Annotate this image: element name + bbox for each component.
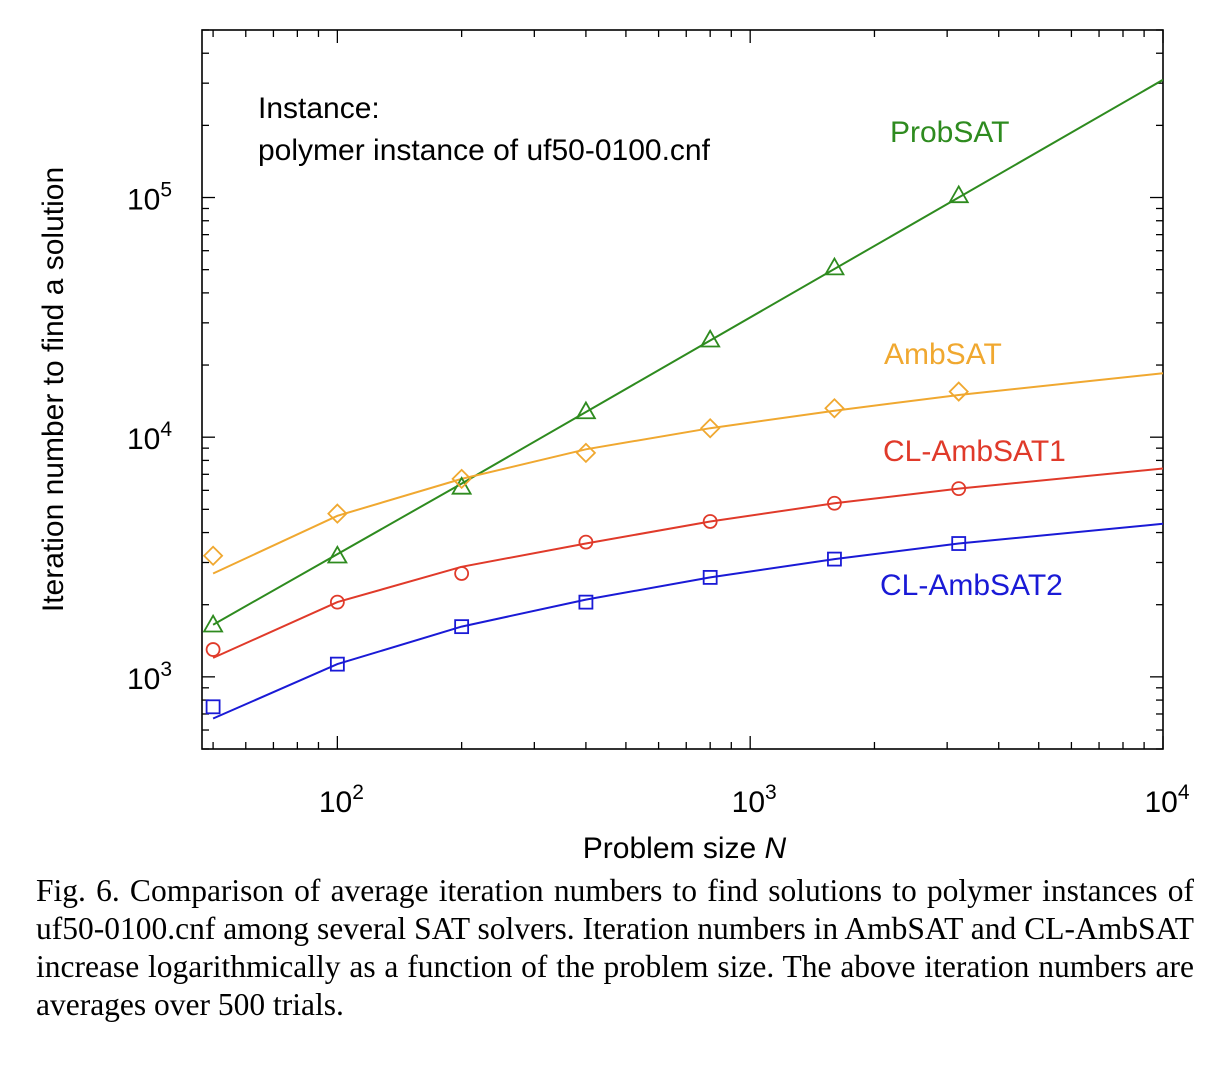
annotation-line1: Instance: xyxy=(258,92,380,125)
annotation-line2: polymer instance of uf50-0100.cnf xyxy=(258,134,711,167)
marker-probsat xyxy=(575,400,597,420)
series-line-cl-ambsat1 xyxy=(212,467,1163,659)
marker-ambsat xyxy=(824,398,845,419)
x-tick-label: 104 xyxy=(1144,781,1189,819)
marker-cl-ambsat1 xyxy=(205,642,221,657)
marker-cl-ambsat1 xyxy=(578,534,594,550)
series-label-ambsat: AmbSAT xyxy=(884,338,1002,371)
marker-cl-ambsat2 xyxy=(454,619,470,635)
marker-cl-ambsat1 xyxy=(951,481,967,497)
marker-cl-ambsat1 xyxy=(827,495,842,511)
marker-ambsat xyxy=(451,468,472,490)
y-tick-label: 103 xyxy=(127,658,172,696)
figure: 102 103 104 103 104 105 Problem size N Iteratio… xyxy=(37,29,1190,865)
marker-cl-ambsat2 xyxy=(205,699,221,715)
plot-frame xyxy=(201,29,1164,750)
y-tick-label: 105 xyxy=(127,179,172,217)
marker-cl-ambsat1 xyxy=(454,566,470,581)
marker-ambsat xyxy=(699,417,721,439)
marker-ambsat xyxy=(575,442,597,464)
marker-probsat xyxy=(823,256,845,276)
series-label-cl-ambsat2: CL-AmbSAT2 xyxy=(880,569,1063,602)
marker-probsat xyxy=(699,328,721,348)
y-axis-label: Iteration number to find a solution xyxy=(37,167,70,612)
figure-caption: Fig. 6. Comparison of average iteration … xyxy=(36,873,1194,1022)
chart-canvas: 102 103 104 103 104 105 Problem size N Iteratio… xyxy=(37,29,1190,865)
marker-cl-ambsat2 xyxy=(578,594,594,610)
x-axis-label: Problem size N xyxy=(583,832,787,865)
marker-cl-ambsat1 xyxy=(329,594,345,610)
marker-cl-ambsat2 xyxy=(951,536,967,551)
series-label-probsat: ProbSAT xyxy=(890,116,1010,149)
x-tick-label: 103 xyxy=(732,781,777,819)
series-line-ambsat xyxy=(212,372,1163,575)
marker-ambsat xyxy=(948,381,969,402)
series-label-cl-ambsat1: CL-AmbSAT1 xyxy=(883,435,1066,468)
marker-probsat xyxy=(326,544,348,564)
marker-probsat xyxy=(451,476,473,495)
marker-probsat xyxy=(948,184,970,204)
marker-cl-ambsat2 xyxy=(827,551,842,567)
marker-cl-ambsat2 xyxy=(702,569,718,585)
series-line-probsat xyxy=(212,78,1163,626)
marker-cl-ambsat2 xyxy=(329,656,345,672)
x-tick-label: 102 xyxy=(319,781,364,819)
marker-ambsat xyxy=(327,503,348,524)
marker-probsat xyxy=(202,613,224,633)
y-tick-label: 104 xyxy=(127,418,172,456)
series-line-cl-ambsat2 xyxy=(212,522,1163,720)
marker-ambsat xyxy=(202,545,224,567)
marker-cl-ambsat1 xyxy=(702,514,718,529)
